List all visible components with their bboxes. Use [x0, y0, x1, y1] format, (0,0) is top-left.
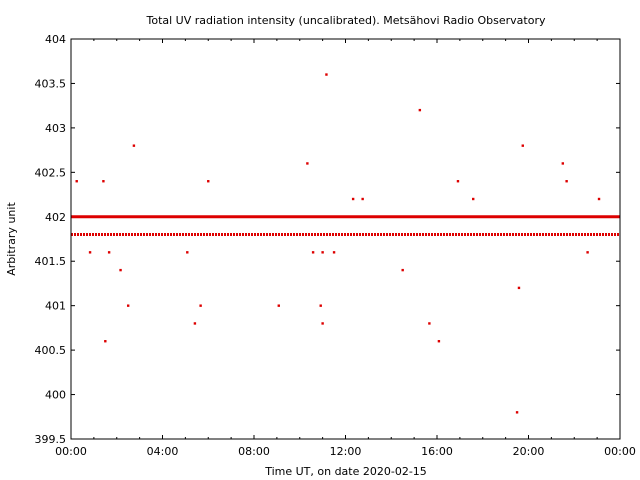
data-point — [565, 180, 568, 183]
y-axis-label: Arbitrary unit — [5, 202, 18, 276]
y-tick-label: 402.5 — [35, 166, 67, 179]
data-point — [517, 286, 521, 290]
y-tick-label: 401 — [45, 300, 66, 313]
data-point — [186, 251, 189, 254]
data-point — [332, 251, 336, 254]
data-point — [126, 304, 130, 307]
data-point — [472, 197, 475, 201]
data-point — [207, 180, 210, 183]
data-point — [401, 268, 404, 272]
data-point — [521, 144, 524, 147]
data-point — [586, 251, 589, 254]
plot-frame — [70, 38, 621, 440]
x-tick-label: 20:00 — [513, 445, 545, 458]
x-tick-label: 04:00 — [147, 445, 179, 458]
data-point — [456, 180, 460, 183]
data-point — [199, 304, 202, 307]
data-point — [515, 411, 519, 414]
x-tick-label: 16:00 — [421, 445, 453, 458]
y-tick-label: 403 — [45, 122, 66, 135]
x-tick-label: 12:00 — [330, 445, 362, 458]
y-tick-label: 399.5 — [35, 433, 67, 446]
data-point — [132, 144, 136, 147]
data-point — [88, 251, 92, 254]
data-point — [321, 251, 324, 254]
data-point — [428, 322, 431, 325]
x-tick-label: 08:00 — [238, 445, 270, 458]
data-point — [325, 73, 328, 76]
data-point — [321, 322, 324, 325]
data-point — [361, 197, 364, 201]
y-tick-label: 400.5 — [35, 344, 67, 357]
data-point — [437, 340, 441, 343]
data-point — [102, 180, 105, 183]
y-tick-label: 404 — [45, 33, 66, 46]
chart-title: Total UV radiation intensity (uncalibrat… — [146, 14, 546, 27]
data-point — [193, 322, 197, 325]
data-point — [351, 197, 355, 201]
y-tick-label: 401.5 — [35, 255, 67, 268]
data-point — [306, 162, 309, 165]
y-tick-label: 403.5 — [35, 77, 67, 90]
data-point — [418, 108, 422, 112]
y-tick-label: 402 — [45, 211, 66, 224]
data-point — [319, 304, 322, 307]
data-point — [119, 268, 122, 272]
data-point — [104, 340, 107, 343]
data-point — [277, 304, 280, 307]
data-point — [311, 251, 315, 254]
axis-tick-labels: 399.5 400 400.5 401 401.5 402 402.5 403 403.5 404… — [35, 33, 636, 458]
data-point — [107, 251, 111, 254]
data-point — [597, 197, 601, 201]
data-point — [561, 162, 565, 165]
x-tick-label: 00:00 — [604, 445, 636, 458]
data-points — [71, 73, 620, 414]
data-point — [75, 180, 78, 183]
x-axis-label: Time UT, on date 2020-02-15 — [264, 465, 427, 478]
y-tick-label: 400 — [45, 389, 66, 402]
x-tick-label: 00:00 — [55, 445, 87, 458]
